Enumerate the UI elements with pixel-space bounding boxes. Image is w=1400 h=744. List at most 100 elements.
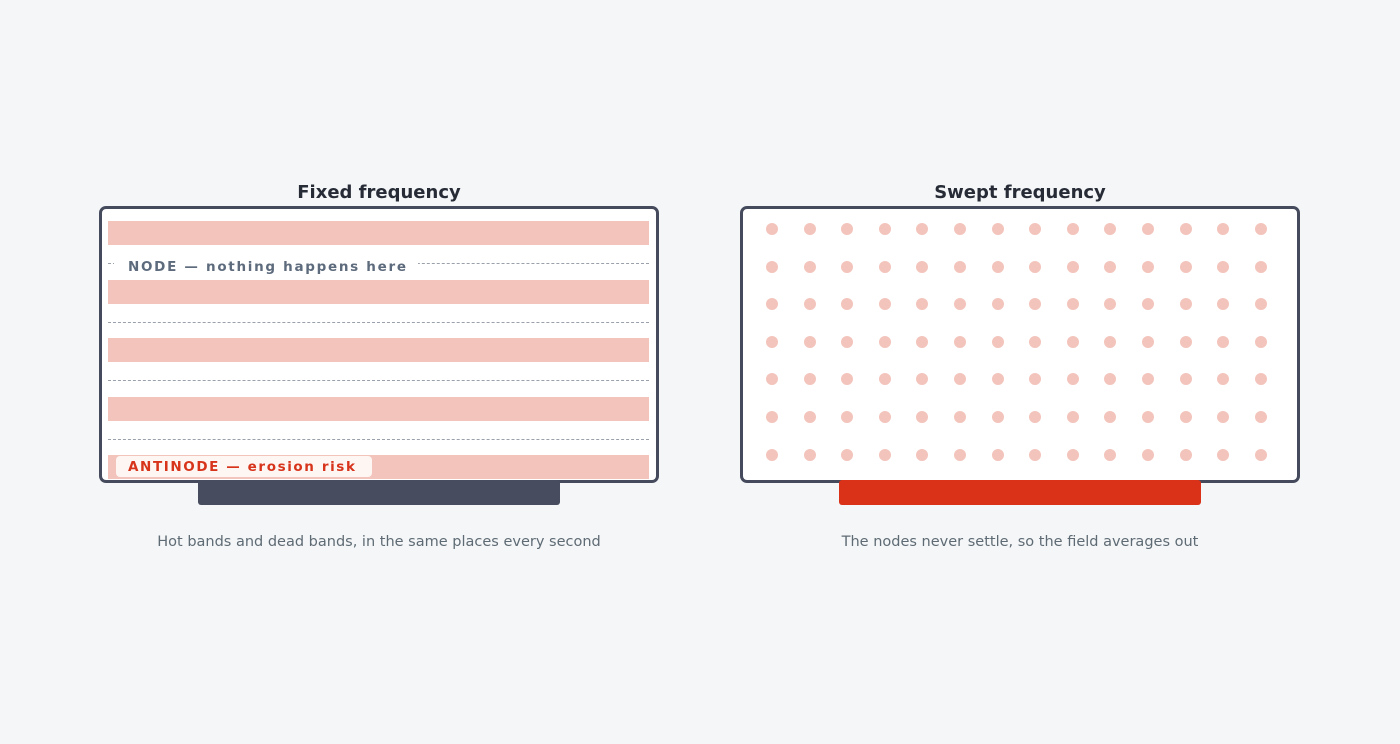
field-dot [1142,335,1154,348]
field-dot [1217,260,1230,273]
hot-band [108,338,649,362]
field-dot [991,448,1004,461]
fixed-frequency-title: Fixed frequency [297,182,461,203]
field-dot [878,260,891,273]
field-dot [916,335,929,348]
field-dot [1142,448,1154,461]
field-dot [803,335,816,348]
node-line [108,438,649,440]
field-dot [991,223,1004,235]
field-dot [1104,223,1117,235]
field-dot [916,411,929,423]
field-dot [1254,448,1267,461]
field-dot [1254,260,1267,273]
field-dot [916,448,929,461]
field-dot [1029,223,1042,235]
field-dot [1179,223,1192,235]
hot-band [108,396,649,421]
field-dot [766,373,778,386]
node-line [108,380,649,381]
field-dot [841,411,854,423]
field-dot [1254,373,1267,386]
field-dot [991,298,1004,311]
field-dot [1104,373,1117,386]
field-dot [1179,373,1192,386]
field-dot [803,373,816,386]
field-dot [878,335,891,348]
field-dot [1217,373,1230,386]
field-dot [766,335,778,348]
field-dot [841,373,854,386]
fixed-frequency-caption: Hot bands and dead bands, in the same pl… [157,534,601,550]
field-dot [1217,298,1230,311]
field-dot [954,298,966,311]
field-dot [841,298,854,311]
field-dot [954,373,966,386]
field-dot [954,411,966,423]
field-dot [766,260,778,273]
field-dot [1217,223,1230,235]
node-label: NODE — nothing happens here [114,255,418,279]
field-dot [803,448,816,461]
field-dot [916,298,929,311]
field-dot [1142,260,1154,273]
field-dot [1066,298,1079,311]
field-dot [916,223,929,235]
field-dot [1142,223,1154,235]
field-dot [916,260,929,273]
node-line [108,321,649,323]
field-dot [803,411,816,423]
field-dot [1217,448,1230,461]
field-dot [1029,411,1042,423]
field-dot [878,411,891,423]
field-dot [1142,373,1154,386]
field-dot [1066,335,1079,348]
field-dot [878,223,891,235]
field-dot [1066,448,1079,461]
fixed-frequency-tank: NODE — nothing happens here ANTINODE — e… [99,206,659,483]
field-dot [841,260,854,273]
field-dot [803,223,816,235]
field-dot [1254,298,1267,311]
swept-frequency-title: Swept frequency [934,182,1106,203]
field-dot [1029,335,1042,348]
field-dot [878,448,891,461]
field-dot [803,260,816,273]
field-dot [1104,411,1117,423]
field-dot [878,373,891,386]
field-dot [766,448,778,461]
field-dot [991,260,1004,273]
field-dot [803,298,816,311]
field-dot [1066,373,1079,386]
field-dot [991,335,1004,348]
field-dot [1179,335,1192,348]
field-dot [841,335,854,348]
field-dot [1217,335,1230,348]
field-dot [1104,335,1117,348]
field-dot [1029,448,1042,461]
antinode-label: ANTINODE — erosion risk [116,456,372,477]
field-dot [1104,298,1117,311]
swept-frequency-caption: The nodes never settle, so the field ave… [841,534,1199,550]
field-dot [954,335,966,348]
swept-frequency-tank [740,206,1300,483]
field-dot [1254,223,1267,235]
field-dot [1029,298,1042,311]
field-dot [766,223,778,235]
field-dot [1029,260,1042,273]
field-dot [1179,448,1192,461]
field-dot [841,448,854,461]
hot-band [108,221,649,245]
field-dot [1142,298,1154,311]
field-dot [954,223,966,235]
field-dot [1179,260,1192,273]
field-dot [1254,335,1267,348]
field-dot [1066,411,1079,423]
field-dot [991,373,1004,386]
field-dot [1217,411,1230,423]
field-dot [991,411,1004,423]
field-dot [954,448,966,461]
field-dot [1066,260,1079,273]
field-dot [766,298,778,311]
